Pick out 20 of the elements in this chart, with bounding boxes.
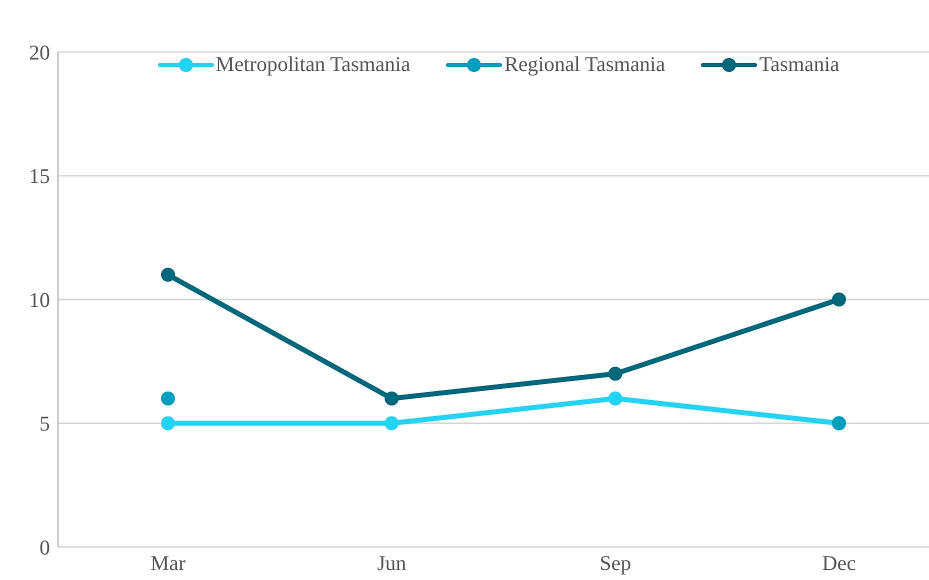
point <box>384 416 399 430</box>
y-tick-label: 5 <box>40 412 50 436</box>
x-tick-label: Sep <box>600 550 632 575</box>
legend-label: Regional Tasmania <box>504 52 666 77</box>
x-tick-label: Jun <box>377 550 407 575</box>
legend-label: Metropolitan Tasmania <box>216 52 410 77</box>
x-tick-label: Dec <box>822 550 856 575</box>
point <box>161 416 175 430</box>
y-tick-label: 15 <box>29 164 50 188</box>
legend-label: Tasmania <box>759 52 840 77</box>
point <box>161 392 175 406</box>
point <box>384 392 399 406</box>
y-tick-label: 10 <box>29 288 50 312</box>
x-tick-label: Mar <box>150 550 186 575</box>
point <box>608 366 622 381</box>
point <box>161 268 175 282</box>
point <box>832 292 846 306</box>
y-tick-label: 20 <box>29 40 50 64</box>
point <box>608 392 622 406</box>
y-tick-label: 0 <box>40 535 50 560</box>
